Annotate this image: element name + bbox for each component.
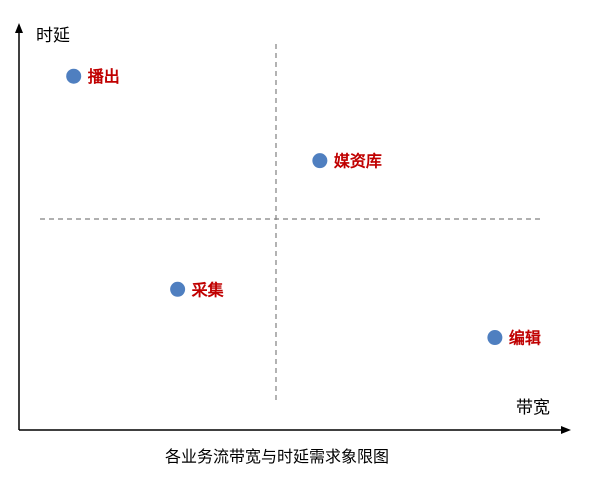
point-label-editing: 编辑: [509, 329, 541, 348]
y-axis-label: 时延: [36, 26, 70, 46]
point-capture: 采集: [170, 280, 225, 299]
point-marker-editing: [487, 330, 503, 346]
point-marker-broadcast: [66, 68, 82, 84]
point-marker-media-library: [312, 153, 328, 169]
x-axis-label: 带宽: [516, 398, 550, 418]
point-label-media-library: 媒资库: [334, 152, 382, 171]
point-editing: 编辑: [487, 329, 541, 348]
point-broadcast: 播出: [66, 67, 120, 86]
point-marker-capture: [170, 281, 186, 297]
point-label-broadcast: 播出: [88, 67, 120, 86]
diagram-caption: 各业务流带宽与时延需求象限图: [165, 447, 389, 466]
point-label-capture: 采集: [191, 280, 225, 299]
point-media-library: 媒资库: [312, 152, 382, 171]
